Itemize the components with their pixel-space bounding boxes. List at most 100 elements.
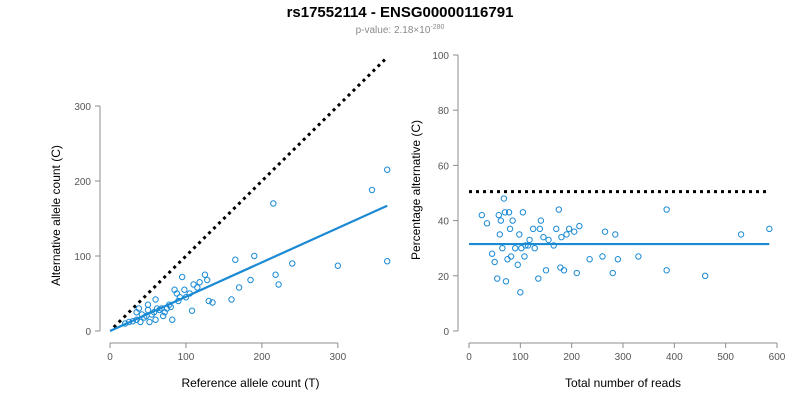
right-x-tick-label: 400	[666, 352, 683, 363]
right-data-point	[524, 242, 532, 249]
right-data-point	[499, 245, 506, 252]
right-data-point	[576, 222, 583, 230]
left-data-point	[173, 290, 181, 297]
right-data-point	[553, 225, 560, 233]
pvalue-text: p-value: 2.18×10	[355, 25, 431, 36]
right-data-point	[488, 250, 496, 257]
right-data-point	[601, 228, 609, 235]
left-data-point	[135, 305, 143, 312]
left-data-point	[232, 256, 239, 263]
left-data-point	[146, 318, 153, 326]
pvalue-exponent: -280	[430, 24, 445, 31]
right-data-point	[535, 275, 542, 282]
left-data-point	[204, 276, 211, 284]
right-y-tick-label: 60	[438, 161, 450, 172]
right-data-point	[542, 267, 550, 274]
right-data-point	[478, 211, 486, 219]
right-y-tick-label: 100	[432, 51, 449, 62]
left-x-tick-label: 100	[178, 352, 195, 363]
left-data-point	[251, 252, 258, 260]
right-y-tick-label: 20	[438, 272, 450, 283]
right-data-point	[496, 231, 503, 238]
right-data-point	[614, 256, 622, 263]
left-data-point	[188, 307, 196, 314]
right-data-point	[536, 225, 544, 233]
right-data-point	[516, 231, 523, 238]
right-data-point	[545, 236, 552, 244]
right-data-point	[663, 267, 670, 274]
left-regression-line	[109, 204, 388, 333]
left-y-tick-label: 0	[85, 327, 91, 338]
left-data-point	[247, 276, 254, 284]
right-data-point	[506, 225, 514, 233]
chart-title: rs17552114 - ENSG00000116791	[286, 4, 514, 21]
right-data-point	[563, 231, 570, 238]
right-data-point	[571, 228, 578, 235]
right-data-point	[557, 264, 564, 271]
percentage-alternative-scatter-panel: 0 100 200 300 400 500 600 0 20 40 60 80 100 Total num…	[409, 51, 786, 390]
right-data-point	[514, 261, 521, 268]
right-data-point	[612, 231, 619, 238]
right-data-point	[512, 245, 519, 252]
left-data-point	[270, 200, 277, 207]
left-reference-dotted-line	[112, 56, 389, 329]
left-data-point	[159, 312, 167, 320]
left-data-point	[209, 299, 216, 306]
left-data-point	[235, 284, 243, 291]
right-data-point	[522, 242, 529, 249]
right-data-point	[509, 217, 516, 224]
right-data-point	[526, 236, 533, 244]
left-data-point	[181, 286, 188, 293]
right-x-tick-label: 0	[466, 352, 472, 363]
left-data-point	[334, 262, 342, 269]
left-x-tick-label: 0	[107, 352, 113, 363]
right-data-point	[663, 206, 670, 213]
right-data-point	[701, 272, 709, 279]
right-data-point	[586, 256, 593, 263]
left-data-point	[201, 271, 209, 278]
right-data-point	[555, 206, 563, 213]
right-y-tick-label: 40	[438, 217, 450, 228]
right-data-point	[599, 253, 606, 260]
left-y-tick-label: 300	[74, 102, 91, 113]
right-data-point	[517, 289, 524, 296]
right-data-point	[507, 253, 515, 260]
left-data-point	[137, 318, 144, 326]
right-data-point	[766, 225, 773, 233]
left-data-point	[275, 281, 282, 288]
right-data-point	[521, 253, 528, 260]
right-data-point	[550, 242, 557, 249]
left-y-tick-label: 200	[74, 177, 91, 188]
title-block: rs17552114 - ENSG00000116791 p-value: 2.…	[0, 4, 800, 37]
left-x-axis-label: Reference allele count (T)	[181, 376, 319, 390]
right-data-point	[504, 256, 511, 263]
right-x-tick-label: 200	[563, 352, 580, 363]
right-data-point	[531, 245, 538, 252]
left-data-point	[194, 284, 201, 291]
right-data-point	[560, 267, 568, 274]
right-data-point	[558, 233, 565, 241]
right-data-point	[491, 258, 498, 266]
right-data-point	[494, 275, 501, 282]
left-data-point	[169, 316, 176, 323]
left-data-point	[384, 166, 391, 173]
right-data-point	[573, 269, 580, 277]
right-x-tick-label: 500	[717, 352, 734, 363]
right-data-point	[501, 209, 509, 216]
right-data-point	[737, 231, 745, 238]
left-y-tick-label: 100	[74, 252, 91, 263]
right-y-tick-label: 0	[443, 327, 449, 338]
right-data-point	[483, 220, 491, 227]
right-data-point	[519, 209, 527, 216]
right-data-point	[529, 225, 537, 233]
right-y-axis-label: Percentage alternative (C)	[409, 120, 423, 260]
left-x-tick-label: 200	[254, 352, 271, 363]
right-x-tick-label: 600	[769, 352, 786, 363]
right-data-point	[495, 211, 502, 219]
right-data-point	[500, 195, 508, 202]
right-data-point	[609, 269, 616, 277]
right-data-point	[502, 278, 510, 285]
left-data-point	[228, 296, 235, 303]
left-data-point	[152, 296, 159, 303]
